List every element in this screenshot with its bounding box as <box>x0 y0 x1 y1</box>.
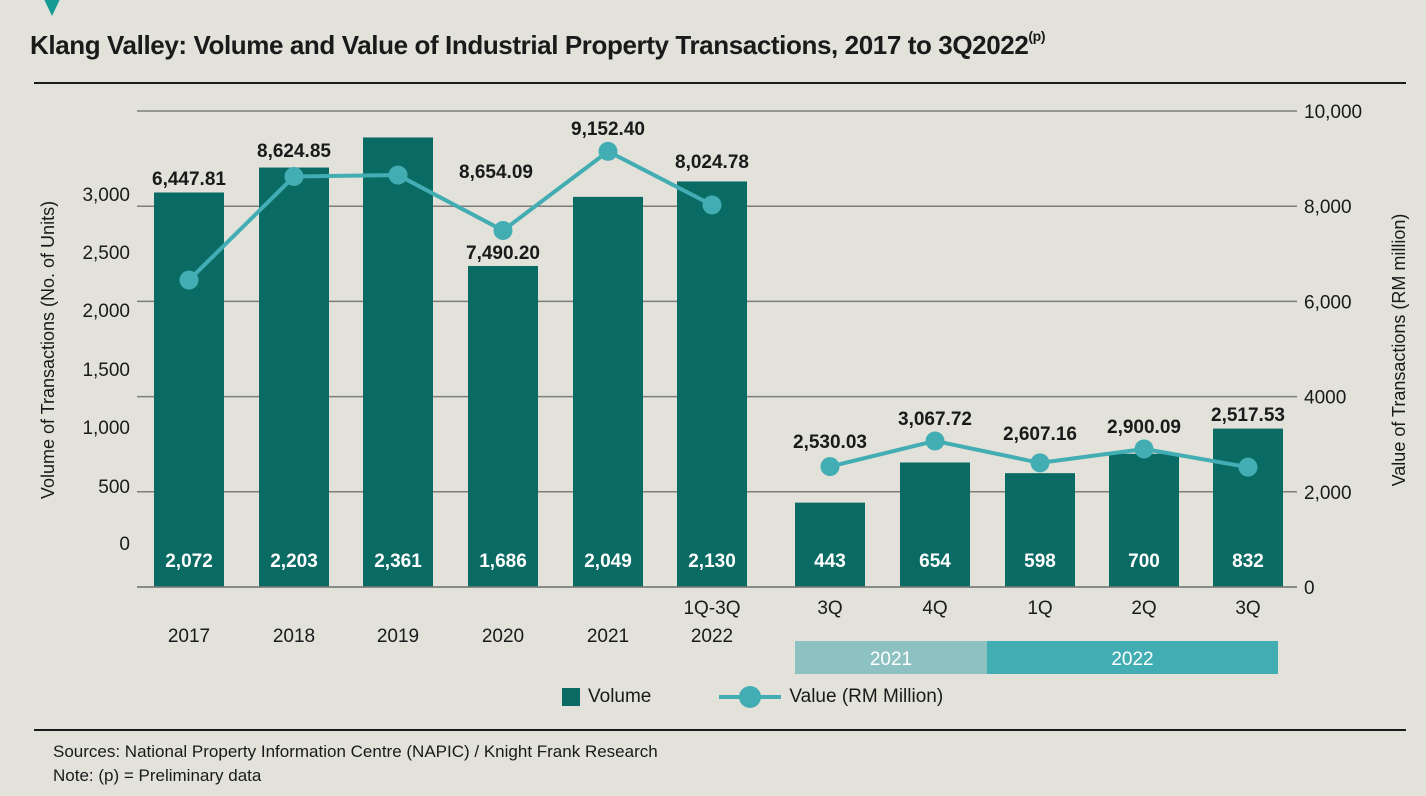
y-left-tick-label: 0 <box>119 534 130 555</box>
y-left-tick-label: 3,000 <box>82 185 130 206</box>
group-band-label: 2021 <box>870 649 912 670</box>
x-tick-label: 3Q <box>1235 598 1260 619</box>
y-left-tick-label: 1,000 <box>82 418 130 439</box>
value-data-label: 7,490.20 <box>466 243 540 264</box>
volume-data-label: 654 <box>919 551 951 572</box>
volume-bar <box>1005 473 1075 587</box>
corner-marker-icon <box>34 0 70 16</box>
value-point <box>820 457 840 477</box>
volume-bar <box>573 196 643 587</box>
value-point <box>284 166 304 186</box>
title-superscript: (p) <box>1028 28 1046 44</box>
x-tick-label: 4Q <box>922 598 947 619</box>
value-point <box>598 141 618 161</box>
x-tick-label: 2018 <box>273 626 315 647</box>
value-point <box>1030 453 1050 473</box>
volume-bar <box>1109 453 1179 587</box>
value-line-annual <box>187 148 713 282</box>
value-data-label: 6,447.81 <box>152 169 226 190</box>
volume-bar <box>795 502 865 587</box>
value-data-label: 2,517.53 <box>1211 405 1285 426</box>
x-tick-label: 2019 <box>377 626 419 647</box>
group-band-2022 <box>987 641 1278 674</box>
value-point <box>179 270 199 290</box>
y-right-axis-title: Value of Transactions (RM million) <box>1389 214 1409 487</box>
volume-data-label: 2,072 <box>165 551 213 572</box>
group-band-2021 <box>795 641 987 674</box>
note-text: Note: (p) = Preliminary data <box>53 766 262 785</box>
volume-data-label: 598 <box>1024 551 1056 572</box>
y-left-tick-label: 2,500 <box>82 243 130 264</box>
value-data-label: 2,530.03 <box>793 432 867 453</box>
volume-data-label: 832 <box>1232 551 1264 572</box>
x-tick-label: 1Q-3Q <box>683 598 740 619</box>
y-right-tick-label: 8,000 <box>1304 197 1352 218</box>
y-left-tick-label: 1,500 <box>82 360 130 381</box>
volume-data-label: 2,049 <box>584 551 632 572</box>
x-tick-label: 2Q <box>1131 598 1156 619</box>
x-tick-label: 2020 <box>482 626 524 647</box>
x-tick-label: 1Q <box>1027 598 1052 619</box>
volume-bar <box>363 137 433 587</box>
y-right-tick-label: 4000 <box>1304 388 1346 409</box>
value-point <box>1134 439 1154 459</box>
value-point <box>388 165 408 185</box>
sources-text: Sources: National Property Information C… <box>53 742 658 761</box>
chart-title-text: Klang Valley: Volume and Value of Indust… <box>30 30 1029 60</box>
y-right-tick-label: 10,000 <box>1304 102 1362 123</box>
value-data-label: 8,654.09 <box>459 162 533 183</box>
volume-bar <box>154 192 224 587</box>
value-data-label: 2,900.09 <box>1107 417 1181 438</box>
volume-bar <box>468 265 538 587</box>
volume-bar <box>1213 428 1283 587</box>
volume-data-label: 443 <box>814 551 846 572</box>
y-right-tick-label: 2,000 <box>1304 483 1352 504</box>
y-left-axis-title: Volume of Transactions (No. of Units) <box>38 201 58 499</box>
x-tick-label: 2022 <box>691 626 733 647</box>
y-right-tick-label: 0 <box>1304 578 1315 599</box>
legend-volume-label: Volume <box>588 686 652 707</box>
x-tick-label: 2017 <box>168 626 210 647</box>
legend: Volume Value (RM Million) <box>562 684 943 710</box>
footer-notes: Sources: National Property Information C… <box>53 740 658 788</box>
x-tick-label: 2021 <box>587 626 629 647</box>
group-band-label: 2022 <box>1111 649 1153 670</box>
value-point <box>925 431 945 451</box>
legend-value-dot <box>739 686 762 708</box>
y-right-tick-label: 6,000 <box>1304 292 1352 313</box>
volume-bar <box>900 462 970 587</box>
chart-title: Klang Valley: Volume and Value of Indust… <box>30 28 1046 61</box>
volume-bar <box>677 181 747 587</box>
y-left-tick-label: 2,000 <box>82 301 130 322</box>
legend-value-line-icon <box>719 686 782 708</box>
legend-value-label: Value (RM Million) <box>789 686 944 707</box>
footer-divider <box>34 729 1406 731</box>
volume-bar <box>259 167 329 587</box>
title-divider <box>34 82 1406 84</box>
volume-data-label: 2,361 <box>374 551 422 572</box>
value-data-label: 2,607.16 <box>1003 424 1077 445</box>
volume-data-label: 2,203 <box>270 551 318 572</box>
value-point <box>493 220 513 240</box>
value-data-label: 8,624.85 <box>257 141 331 162</box>
volume-data-label: 1,686 <box>479 551 527 572</box>
legend-volume-swatch <box>562 688 580 706</box>
value-data-label: 9,152.40 <box>571 119 645 140</box>
value-point <box>702 195 722 215</box>
volume-data-label: 2,130 <box>688 551 736 572</box>
value-point <box>1238 457 1258 477</box>
value-data-label: 3,067.72 <box>898 409 972 430</box>
x-tick-label: 3Q <box>817 598 842 619</box>
value-data-label: 8,024.78 <box>675 152 749 173</box>
y-left-tick-label: 500 <box>98 477 130 498</box>
volume-data-label: 700 <box>1128 551 1160 572</box>
